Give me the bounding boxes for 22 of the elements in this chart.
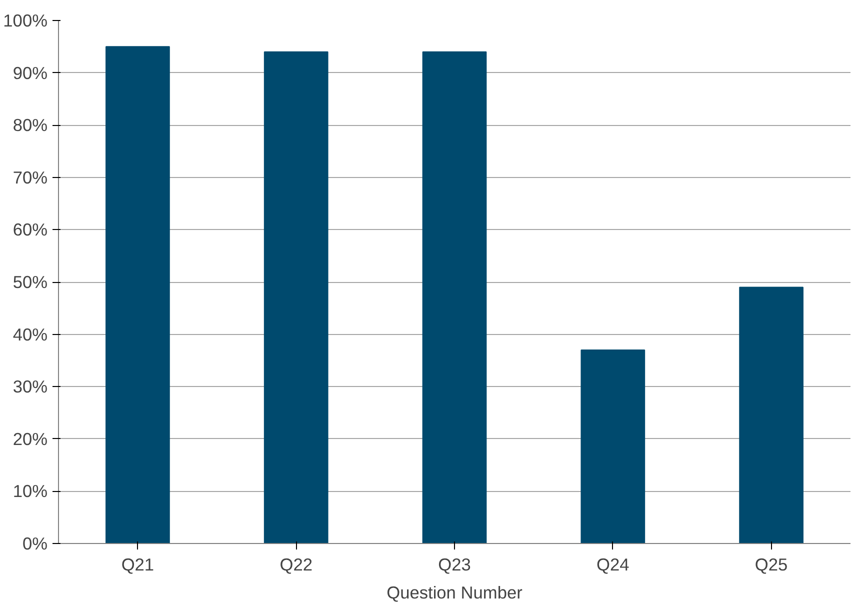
bar xyxy=(580,349,646,544)
x-tick-label: Q25 xyxy=(754,554,788,574)
x-tick-label: Q22 xyxy=(280,554,312,574)
x-tick-label: Q21 xyxy=(121,554,154,574)
y-tick-label: 10% xyxy=(12,481,48,502)
y-tick-label: 70% xyxy=(12,167,48,188)
x-axis-title: Question Number xyxy=(386,582,523,602)
bar xyxy=(264,51,328,544)
y-tick-label: 80% xyxy=(12,115,48,136)
x-tick-label: Q23 xyxy=(438,554,471,574)
y-tick-label: 50% xyxy=(12,272,48,292)
y-tick-label: 20% xyxy=(12,428,48,449)
bar xyxy=(422,51,487,544)
bar xyxy=(106,46,170,544)
bar xyxy=(739,286,804,544)
y-tick-label: 100% xyxy=(3,10,48,30)
y-tick-label: 90% xyxy=(12,62,48,83)
x-tick-label: Q24 xyxy=(596,554,630,574)
y-tick-label: 0% xyxy=(22,534,48,554)
y-tick-label: 40% xyxy=(12,324,48,344)
y-tick-label: 60% xyxy=(12,220,48,240)
y-tick-label: 30% xyxy=(12,376,48,397)
